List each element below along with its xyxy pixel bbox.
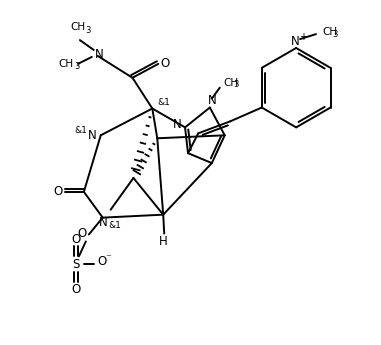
Text: CH: CH [322,27,337,37]
Text: S: S [72,258,80,271]
Text: 3: 3 [234,80,239,89]
Text: ⁻: ⁻ [106,253,112,263]
Text: N: N [207,94,216,107]
Text: O: O [71,283,80,296]
Text: &1: &1 [74,126,87,135]
Text: &1: &1 [108,221,121,230]
Text: H: H [159,235,168,248]
Text: O: O [160,57,170,70]
Text: N: N [95,48,104,61]
Text: N: N [173,118,181,131]
Text: CH: CH [224,78,239,88]
Text: O: O [53,185,63,198]
Text: N: N [291,34,299,48]
Text: N: N [87,129,96,142]
Text: CH: CH [58,59,74,69]
Text: +: + [299,32,307,42]
Text: N: N [99,216,108,229]
Text: 3: 3 [74,62,80,71]
Text: 3: 3 [332,30,337,39]
Text: &1: &1 [158,98,171,107]
Text: O: O [71,233,80,246]
Text: O: O [77,227,86,240]
Text: CH: CH [70,22,85,32]
Text: O: O [97,255,106,268]
Text: 3: 3 [85,26,91,34]
